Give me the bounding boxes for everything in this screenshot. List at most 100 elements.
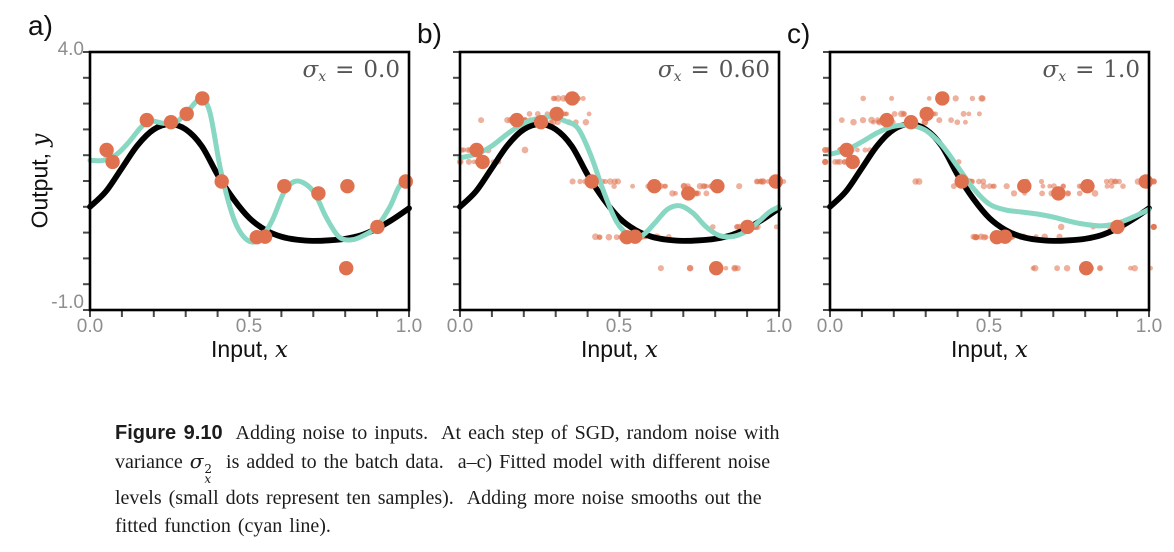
data-point: [647, 179, 662, 194]
noise-sample-dot: [703, 183, 709, 189]
sigma-symbol: σ: [1042, 57, 1059, 83]
x-axis-title-variable: x: [274, 337, 288, 363]
sigma-subscript: x: [1058, 69, 1067, 85]
noise-sample-dot: [862, 147, 868, 153]
noise-sample-dot: [1054, 265, 1060, 272]
noise-sample-dot: [605, 233, 613, 241]
caption-text: is added to the batch data. a–c) Fitted …: [212, 451, 771, 473]
noise-sample-dot: [936, 117, 943, 124]
x-axis-title: Input, x: [460, 336, 779, 363]
noise-sample-dot: [760, 178, 767, 185]
data-point: [919, 106, 934, 122]
noise-sample-dot: [569, 178, 576, 185]
y-axis-title-text: Output,: [26, 146, 53, 229]
noise-sample-dot: [1038, 178, 1045, 185]
sigma-value: 0.60: [718, 57, 770, 83]
x-tick-label-05: 0.5: [235, 316, 263, 337]
data-point: [709, 261, 724, 276]
noise-sample-dot: [1131, 264, 1138, 272]
data-point: [740, 219, 755, 235]
x-tick-label-0: 0.0: [76, 316, 104, 337]
noise-sample-dot: [734, 265, 741, 272]
x-axis-title-text: Input,: [951, 336, 1015, 362]
noise-sample-dot: [966, 111, 972, 117]
x-tick-label-1: 1.0: [765, 316, 793, 337]
data-point: [1080, 179, 1095, 194]
caption-line-1: Figure 9.10 Adding noise to inputs. At e…: [115, 419, 1105, 447]
noise-sample-dot: [687, 265, 694, 272]
math-base: σ: [189, 449, 204, 473]
x-tick-label-0: 0.0: [446, 316, 474, 337]
data-point: [627, 229, 643, 244]
noise-sample-dot: [1104, 183, 1110, 189]
noise-sample-dot: [822, 158, 829, 166]
noise-sample-dot: [915, 178, 923, 185]
noise-sample-dot: [669, 190, 676, 197]
x-tick-label-0: 0.0: [816, 316, 844, 337]
panel-a: a) σx = 0.0 4.0 -1.0 Output, y 0.0 0.5 1.0…: [27, 10, 423, 363]
noise-sample-dot: [1107, 178, 1115, 185]
noise-sample-dot: [976, 111, 982, 117]
noise-sample-dot: [960, 110, 967, 117]
data-point: [340, 179, 355, 194]
noise-sample-dot: [465, 158, 472, 165]
data-point: [954, 174, 969, 189]
noise-sample-dot: [980, 183, 988, 190]
caption-line-4: fitted function (cyan line).: [115, 515, 331, 537]
data-point: [565, 91, 580, 106]
noise-sample-dot: [838, 117, 845, 124]
true-function-curve: [827, 121, 1152, 244]
noise-sample-dot: [970, 233, 977, 240]
noise-sample-dot: [580, 95, 586, 101]
noise-sample-dot: [526, 111, 533, 117]
noise-sample-dot: [696, 183, 704, 190]
noise-sample-dot: [860, 95, 867, 102]
noise-sample-dot: [736, 183, 743, 190]
data-point: [533, 115, 549, 130]
noise-sample-dot: [662, 183, 669, 189]
x-axis-title: Input, x: [830, 336, 1149, 363]
noise-sample-dot: [978, 95, 985, 102]
noise-sample-dot: [478, 117, 485, 124]
noise-sample-dot: [891, 110, 898, 117]
equals-sign: =: [1075, 57, 1095, 83]
noise-sample-dot: [1096, 265, 1104, 272]
panel-label-a: a): [28, 10, 53, 41]
sigma-annotation-b: σx = 0.60: [658, 57, 770, 85]
data-point: [1110, 219, 1125, 235]
noise-sample-dot: [657, 265, 664, 272]
data-point: [370, 219, 385, 235]
data-point: [839, 142, 854, 158]
data-point: [257, 229, 273, 244]
noise-sample-dot: [773, 224, 779, 230]
data-point: [163, 115, 179, 130]
noise-sample-dot: [734, 224, 739, 230]
data-point: [398, 174, 413, 189]
equals-sign: =: [690, 57, 710, 83]
noise-sample-dot: [1091, 190, 1099, 197]
data-point: [681, 186, 696, 201]
caption-line-3: levels (small dots represent ten samples…: [115, 487, 762, 509]
data-point: [1017, 179, 1032, 194]
data-point: [311, 186, 326, 201]
x-axis-title-variable: x: [1014, 337, 1028, 363]
noise-sample-dot: [461, 147, 467, 153]
x-tick-label-05: 0.5: [605, 316, 633, 337]
noise-sample-dot: [582, 118, 590, 126]
noise-sample-dot: [948, 117, 954, 123]
noise-sample-dot: [962, 119, 968, 125]
noise-sample-dot: [602, 178, 608, 185]
x-axis-title-variable: x: [644, 337, 658, 363]
x-axis-title: Input, x: [90, 336, 409, 363]
noise-sample-dot: [977, 233, 985, 240]
plot-frame: [458, 50, 781, 312]
noise-sample-dot: [950, 183, 957, 190]
plot-frame: [88, 50, 411, 312]
x-tick-label-1: 1.0: [395, 316, 423, 337]
noise-sample-dot: [859, 116, 867, 124]
noise-sample-dot: [969, 95, 976, 102]
figure-caption: Figure 9.10 Adding noise to inputs. At e…: [115, 419, 1105, 540]
plot-canvas-c: [822, 50, 1157, 317]
data-point: [879, 112, 894, 128]
